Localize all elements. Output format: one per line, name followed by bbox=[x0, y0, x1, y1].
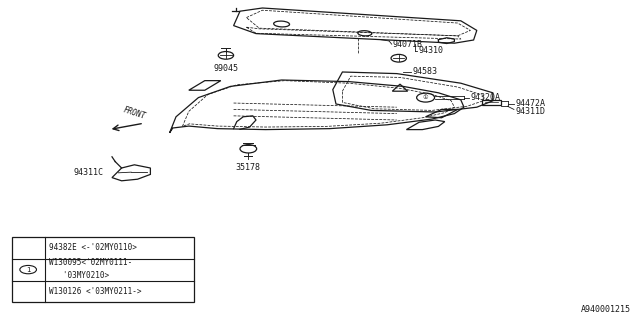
Bar bbox=[12, 237, 194, 302]
Text: 35178: 35178 bbox=[236, 163, 261, 172]
Text: 99045: 99045 bbox=[213, 64, 239, 73]
Text: A940001215: A940001215 bbox=[580, 305, 630, 314]
Text: FRONT: FRONT bbox=[122, 105, 147, 121]
Text: 94071B: 94071B bbox=[393, 40, 423, 49]
Text: 94320A: 94320A bbox=[470, 93, 500, 102]
Text: ①: ① bbox=[423, 95, 428, 100]
Text: 94472A: 94472A bbox=[515, 99, 545, 108]
Text: 94311C: 94311C bbox=[74, 168, 104, 177]
Text: W130126 <'03MY0211->: W130126 <'03MY0211-> bbox=[49, 287, 141, 296]
Text: 94310: 94310 bbox=[419, 46, 444, 55]
Text: 94583: 94583 bbox=[412, 68, 437, 76]
Text: '03MY0210>: '03MY0210> bbox=[49, 271, 109, 280]
Text: W130095<'02MY0111-: W130095<'02MY0111- bbox=[49, 258, 132, 267]
Text: 94311D: 94311D bbox=[515, 107, 545, 116]
Text: 94382E <-'02MY0110>: 94382E <-'02MY0110> bbox=[49, 243, 136, 252]
Text: 1: 1 bbox=[26, 267, 31, 273]
